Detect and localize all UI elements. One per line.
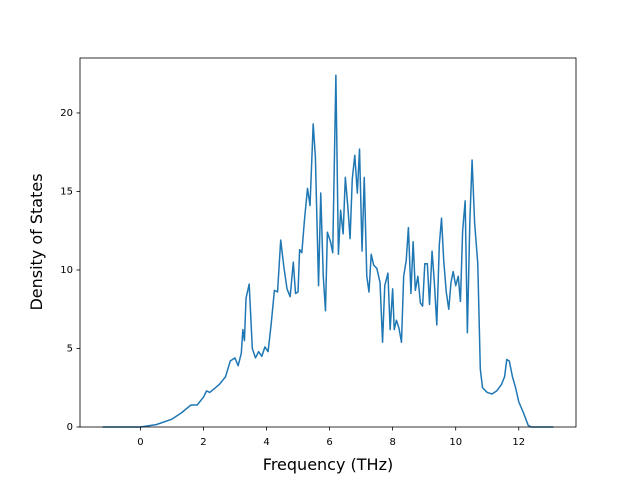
x-tick-label: 6 [326, 437, 332, 448]
y-tick-label: 15 [60, 186, 73, 197]
y-axis-label: Density of States [27, 173, 46, 310]
x-tick-label: 12 [512, 437, 525, 448]
x-tick-label: 0 [137, 437, 143, 448]
plot-frame [79, 57, 577, 428]
x-tick-label: 8 [389, 437, 395, 448]
y-tick-label: 20 [60, 108, 73, 119]
x-tick-label: 4 [263, 437, 269, 448]
y-tick-label: 5 [67, 343, 73, 354]
y-tick-label: 0 [67, 422, 73, 433]
x-tick-label: 10 [449, 437, 462, 448]
y-tick-label: 10 [60, 265, 73, 276]
x-axis-label: Frequency (THz) [263, 455, 393, 474]
x-tick-label: 2 [200, 437, 206, 448]
data-line [102, 74, 554, 428]
